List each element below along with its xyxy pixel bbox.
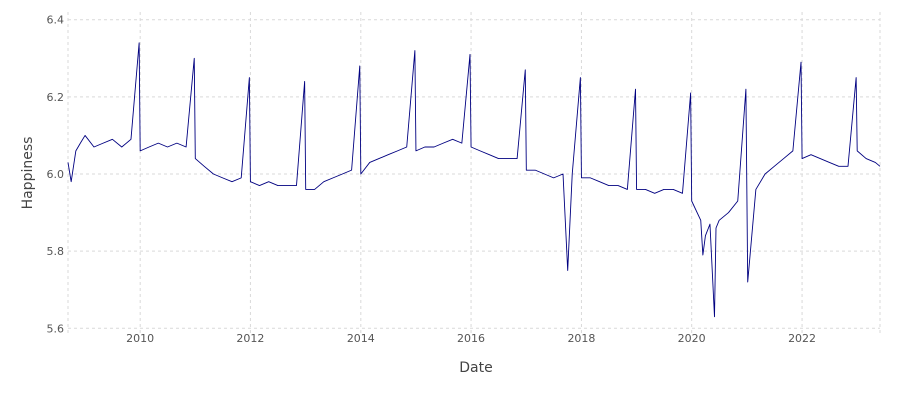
x-tick-label: 2012: [236, 332, 264, 345]
y-tick-label: 6.0: [47, 168, 65, 181]
happiness-series-line: [67, 42, 881, 318]
y-tick-label: 5.8: [47, 245, 65, 258]
x-tick-label: 2010: [126, 332, 154, 345]
y-tick-label: 6.4: [47, 14, 65, 27]
line-layer: [67, 42, 881, 318]
x-tick-label: 2020: [678, 332, 706, 345]
x-tick-label: 2022: [788, 332, 816, 345]
tick-layer: 5.6 5.8 6.0 6.2 6.4 2010 2012 2014 2016 2018 2020 2…: [47, 14, 817, 345]
y-axis-title: Happiness: [20, 137, 36, 210]
x-tick-label: 2018: [567, 332, 595, 345]
y-tick-label: 6.2: [47, 91, 65, 104]
y-tick-label: 5.6: [47, 322, 65, 335]
grid-layer: [67, 12, 881, 336]
x-axis-title: Date: [459, 360, 492, 376]
x-tick-label: 2016: [457, 332, 485, 345]
x-tick-label: 2014: [347, 332, 375, 345]
